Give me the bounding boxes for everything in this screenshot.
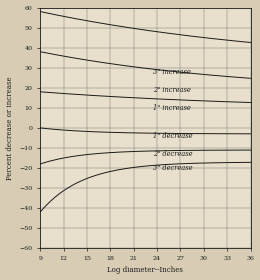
Text: 1" increase: 1" increase bbox=[153, 104, 191, 112]
Text: 2" decrease: 2" decrease bbox=[153, 150, 193, 158]
Text: 1" decrease: 1" decrease bbox=[153, 132, 193, 140]
Text: 3" decrease: 3" decrease bbox=[153, 164, 193, 172]
Text: 2" increase: 2" increase bbox=[153, 86, 191, 94]
X-axis label: Log diameter--Inches: Log diameter--Inches bbox=[107, 267, 183, 274]
Y-axis label: Percent decrease or increase: Percent decrease or increase bbox=[5, 76, 14, 180]
Text: 3" increase: 3" increase bbox=[153, 68, 191, 76]
